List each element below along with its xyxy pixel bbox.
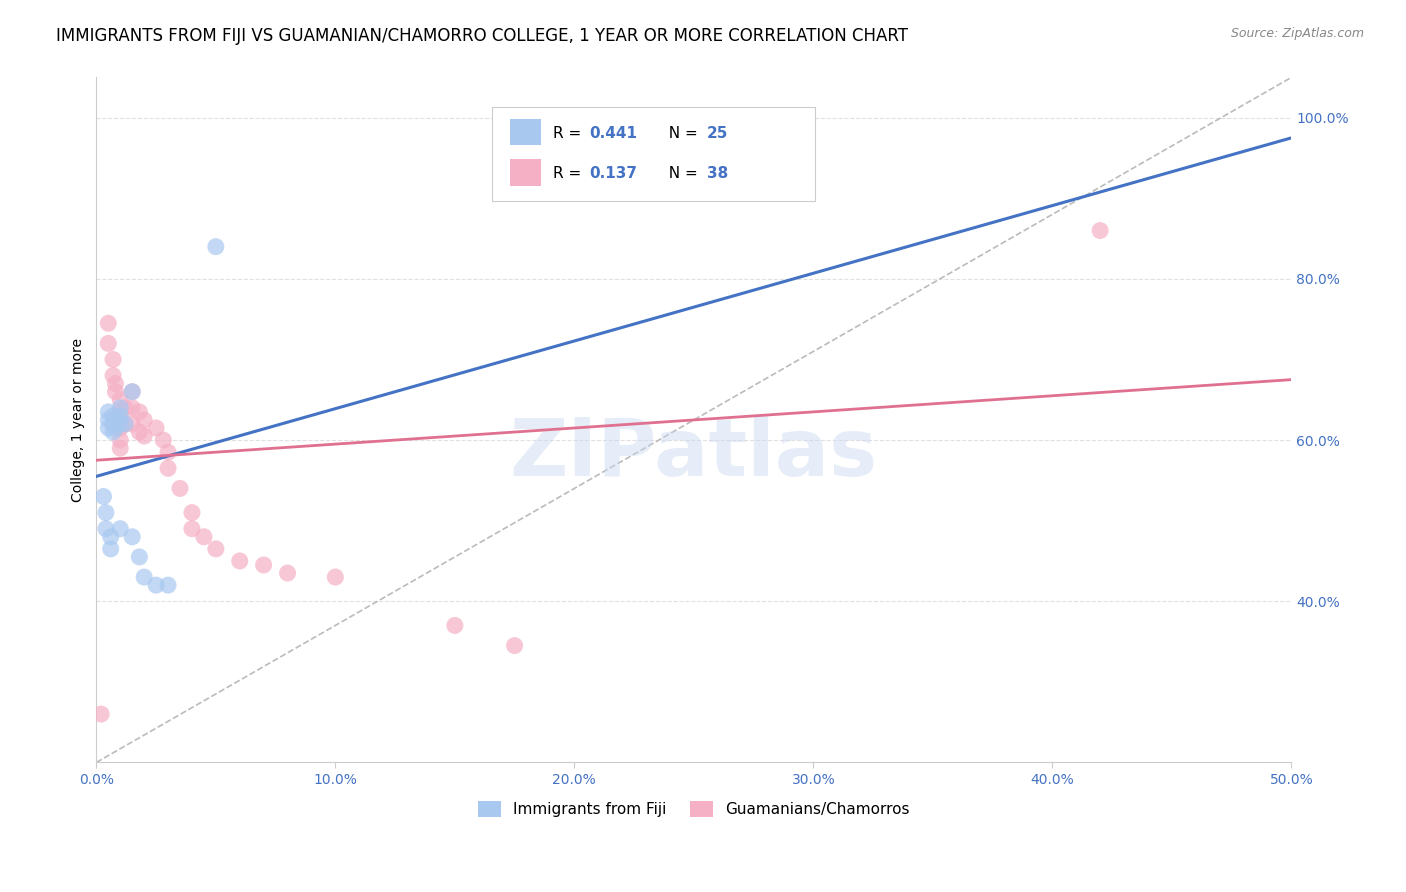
Point <box>94 506 117 520</box>
Point <box>121 384 143 399</box>
Point <box>104 384 127 399</box>
Point <box>110 405 132 419</box>
Point <box>104 421 127 435</box>
Point <box>1088 223 1111 237</box>
Point <box>128 405 150 419</box>
Point <box>121 384 143 399</box>
Text: R =: R = <box>553 127 586 141</box>
Point <box>101 352 124 367</box>
Point <box>121 530 143 544</box>
Text: N =: N = <box>659 127 703 141</box>
Point <box>157 445 180 459</box>
Point <box>157 578 180 592</box>
Text: R =: R = <box>553 167 586 181</box>
Point <box>134 413 156 427</box>
Y-axis label: College, 1 year or more: College, 1 year or more <box>72 338 86 502</box>
Point <box>101 417 124 431</box>
Point <box>110 417 132 431</box>
Point <box>100 541 122 556</box>
Text: ZIPatlas: ZIPatlas <box>510 415 877 493</box>
Point <box>205 240 228 254</box>
Point <box>134 570 156 584</box>
Point <box>121 401 143 415</box>
Point <box>128 549 150 564</box>
Point <box>145 421 167 435</box>
Point <box>114 417 136 431</box>
Point <box>121 417 143 431</box>
Legend: Immigrants from Fiji, Guamanians/Chamorros: Immigrants from Fiji, Guamanians/Chamorr… <box>472 795 915 823</box>
Point <box>110 392 132 407</box>
Point <box>110 433 132 447</box>
Point <box>110 401 132 415</box>
Point <box>90 707 112 722</box>
Point <box>503 639 526 653</box>
Point <box>277 566 299 580</box>
Point <box>97 421 120 435</box>
Point <box>169 482 191 496</box>
Point <box>101 409 124 423</box>
Point <box>110 522 132 536</box>
Text: Source: ZipAtlas.com: Source: ZipAtlas.com <box>1230 27 1364 40</box>
Point <box>110 441 132 455</box>
Text: IMMIGRANTS FROM FIJI VS GUAMANIAN/CHAMORRO COLLEGE, 1 YEAR OR MORE CORRELATION C: IMMIGRANTS FROM FIJI VS GUAMANIAN/CHAMOR… <box>56 27 908 45</box>
Point <box>104 413 127 427</box>
Point <box>100 530 122 544</box>
Text: 0.441: 0.441 <box>589 127 637 141</box>
Point <box>114 401 136 415</box>
Point <box>145 578 167 592</box>
Point <box>157 461 180 475</box>
Point <box>101 425 124 439</box>
Point <box>97 405 120 419</box>
Point <box>193 530 215 544</box>
Point <box>181 522 204 536</box>
Text: 0.137: 0.137 <box>589 167 637 181</box>
Point <box>97 413 120 427</box>
Point <box>181 506 204 520</box>
Point <box>110 421 132 435</box>
Text: 25: 25 <box>707 127 728 141</box>
Point <box>104 376 127 391</box>
Point <box>152 433 174 447</box>
Point <box>110 409 132 423</box>
Point <box>325 570 347 584</box>
Point <box>114 417 136 431</box>
Text: 38: 38 <box>707 167 728 181</box>
Point <box>97 316 120 330</box>
Point <box>94 522 117 536</box>
Point <box>128 425 150 439</box>
Point <box>97 336 120 351</box>
Point <box>253 558 276 572</box>
Point <box>444 618 467 632</box>
Point <box>101 368 124 383</box>
Point <box>93 490 115 504</box>
Point <box>229 554 252 568</box>
Text: N =: N = <box>659 167 703 181</box>
Point <box>110 413 132 427</box>
Point <box>134 429 156 443</box>
Point <box>205 541 228 556</box>
